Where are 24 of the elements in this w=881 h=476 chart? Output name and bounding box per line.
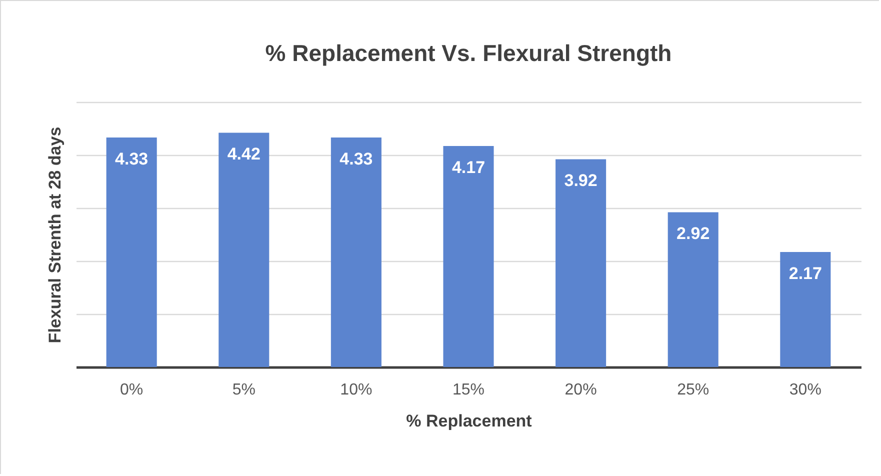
x-tick-label: 15% — [452, 382, 485, 398]
x-axis-title: % Replacement — [406, 412, 532, 430]
data-label: 4.33 — [115, 150, 148, 169]
data-label: 4.33 — [340, 150, 373, 169]
bar — [330, 138, 382, 367]
bar — [443, 146, 494, 367]
y-axis-title: Flexural Strenth at 28 days — [46, 126, 64, 344]
bar — [668, 212, 718, 367]
x-tick-label: 25% — [677, 382, 710, 398]
x-tick-label: 5% — [232, 382, 256, 398]
bar — [106, 138, 157, 367]
chart-title: % Replacement Vs. Flexural Strength — [265, 40, 672, 66]
bar — [218, 132, 270, 367]
bar — [556, 159, 606, 367]
x-tick-label: 10% — [340, 382, 372, 398]
data-label: 2.92 — [676, 224, 710, 244]
x-tick-label: 30% — [789, 382, 822, 398]
x-tick-label: 20% — [564, 382, 597, 398]
data-label: 2.17 — [788, 264, 822, 283]
bar — [780, 252, 831, 367]
data-label: 3.92 — [564, 171, 598, 190]
data-label: 4.42 — [227, 144, 260, 164]
x-tick-label: 0% — [120, 382, 144, 398]
data-label: 4.17 — [452, 158, 486, 177]
